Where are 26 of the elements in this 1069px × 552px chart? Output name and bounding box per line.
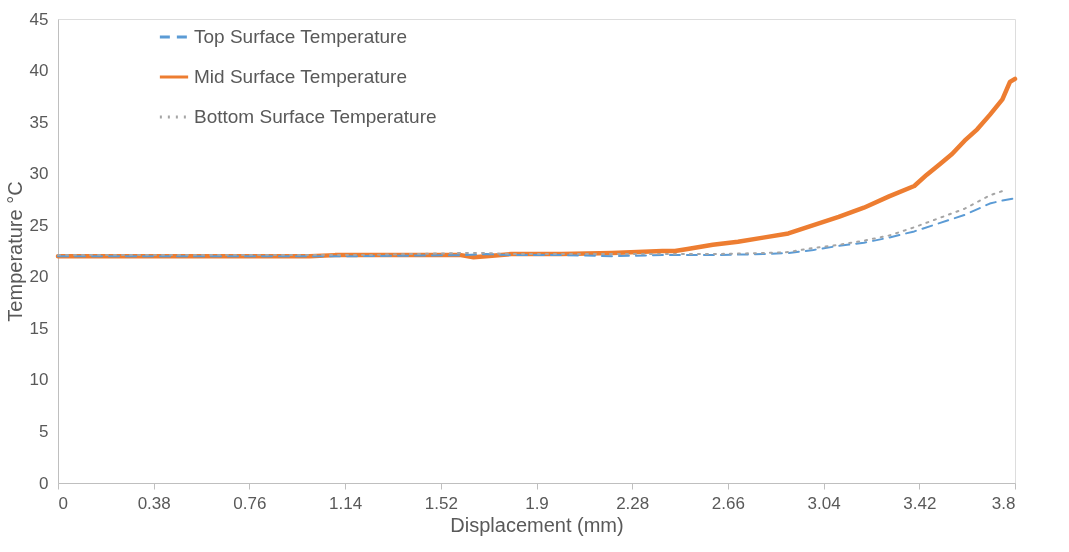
y-tick-label: 5 (39, 421, 49, 441)
y-tick-label: 0 (39, 473, 49, 493)
y-tick-label: 10 (29, 370, 49, 390)
x-tick-label: 3.04 (807, 493, 841, 513)
x-axis-title: Displacement (mm) (450, 513, 624, 536)
y-tick-label: 30 (29, 164, 49, 184)
x-tick-label: 2.28 (616, 493, 650, 513)
y-tick-label: 20 (29, 267, 49, 287)
legend-label: Mid Surface Temperature (194, 66, 407, 87)
x-tick-label: 1.14 (329, 493, 363, 513)
y-tick-label: 35 (29, 112, 49, 132)
x-tick-label: 1.52 (424, 493, 458, 513)
x-tick-label: 1.9 (525, 493, 549, 513)
legend-label: Top Surface Temperature (194, 26, 407, 47)
legend-label: Bottom Surface Temperature (194, 106, 437, 127)
x-tick-label: 3.42 (903, 493, 937, 513)
y-tick-label: 45 (29, 9, 49, 29)
x-tick-label: 3.8 (991, 493, 1016, 513)
y-axis-title: Temperature °C (3, 181, 26, 322)
y-tick-label: 25 (29, 215, 49, 235)
y-tick-label: 15 (29, 318, 49, 338)
x-tick-label: 0.38 (137, 493, 171, 513)
x-tick-label: 2.66 (711, 493, 745, 513)
x-tick-label: 0.76 (233, 493, 267, 513)
y-tick-label: 40 (29, 61, 49, 81)
x-tick-label: 0 (58, 493, 68, 513)
